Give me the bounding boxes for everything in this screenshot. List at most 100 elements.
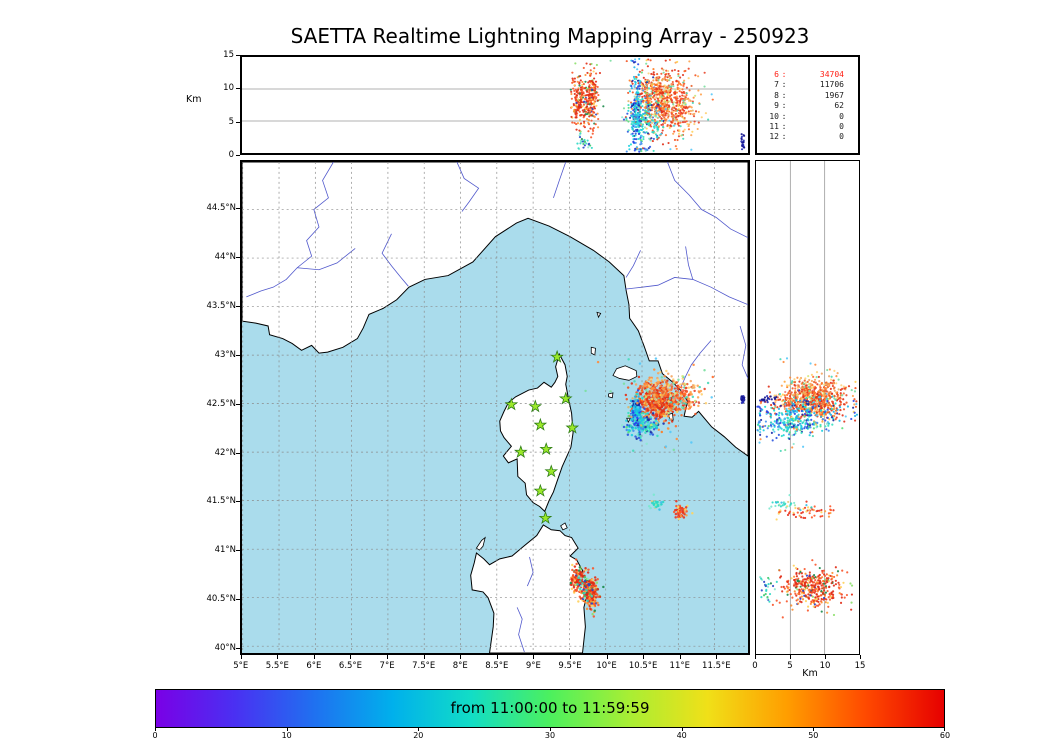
lightning-point [670,420,674,423]
lightning-point [832,584,835,587]
lightning-point [797,402,800,405]
lightning-point [812,601,815,604]
lightning-point [828,368,831,371]
lightning-point [666,99,669,102]
lightning-point [672,448,676,452]
lightning-point [815,371,819,374]
lightning-point [655,100,658,103]
lightning-point [626,112,629,115]
lightning-points-altlat [756,357,859,619]
lightning-point [627,129,630,132]
lightning-point [630,123,633,126]
lightning-point [652,76,655,79]
lightning-point [657,428,661,431]
lightning-point [692,403,696,407]
lightning-point [575,90,578,93]
lightning-point [578,129,581,132]
lightning-point [766,596,769,599]
lightning-point [665,87,668,91]
lightning-point [639,110,642,113]
lightning-point [838,400,842,403]
lightning-point [627,144,631,147]
lightning-point [584,389,587,393]
lightning-point [653,113,656,116]
lightning-point [638,417,642,420]
tick-mark [236,452,240,454]
lightning-point [682,392,685,396]
source-count-row: 12:0 [769,132,844,142]
lightning-point [787,500,790,504]
lightning-point [651,412,655,415]
lightning-point [792,403,795,406]
lightning-point [638,94,641,98]
lightning-point [685,106,688,109]
lightning-point [684,506,688,509]
lightning-point [838,419,841,422]
lightning-point [664,386,667,389]
lightning-point [573,84,576,87]
lightning-point [580,89,584,92]
lightning-point [596,601,599,605]
lightning-point [573,109,576,112]
lightning-point [647,429,651,433]
lightning-point [853,390,857,393]
tick-mark [681,728,683,731]
lightning-point [778,398,782,401]
lightning-point [609,59,612,62]
lightning-point [853,414,857,418]
lightning-point [673,69,676,72]
lightning-point [636,115,639,118]
source-counts-panel: 6:34704 7:11706 8:1967 9:62 10:0 11:0 12:0 [755,55,860,155]
lightning-point [636,147,639,150]
tick-mark [236,599,240,601]
lightning-point [639,148,642,151]
lightning-point [825,573,828,576]
lightning-point [692,115,696,118]
lightning-point [820,415,823,418]
lightning-point [587,91,591,94]
lightning-point [664,118,667,121]
lightning-point [631,400,635,403]
lightning-point [663,121,667,124]
lightning-point [691,113,695,116]
lightning-point [809,602,812,605]
alt-tick-label: 15 [223,50,234,60]
lightning-point [625,117,628,120]
lightning-point [579,579,582,583]
source-counts-list: 6:34704 7:11706 8:1967 9:62 10:0 11:0 12:0 [757,57,858,143]
lightning-point [766,427,769,430]
lightning-point [656,415,659,418]
lightning-point [812,605,815,608]
lightning-point [787,423,790,426]
lon-tick-label: 6°E [306,661,322,671]
lightning-point [801,598,805,601]
lightning-point [817,595,820,598]
lightning-point [762,429,765,432]
lightning-point [829,508,832,511]
lightning-point [775,436,778,440]
lightning-point [581,572,584,575]
lightning-point [812,588,816,591]
lightning-point [684,402,687,405]
lightning-point [766,585,770,588]
lightning-point [680,115,683,118]
lightning-point [799,597,802,600]
lightning-point [594,80,598,83]
lightning-point [690,106,693,109]
lightning-point [640,141,643,144]
lightning-point [646,409,650,412]
lightning-point [661,500,665,504]
lightning-point [679,514,683,518]
lightning-point [760,418,763,422]
lightning-point [674,392,677,395]
lightning-point [630,417,634,421]
lightning-point [662,103,665,106]
lightning-point [815,604,818,607]
lightning-point [799,582,802,585]
lightning-point [774,504,777,508]
lightning-point [808,588,811,591]
lightning-point [670,121,673,124]
lightning-point [828,598,832,601]
lightning-point [839,397,842,400]
tick-mark [236,155,240,156]
